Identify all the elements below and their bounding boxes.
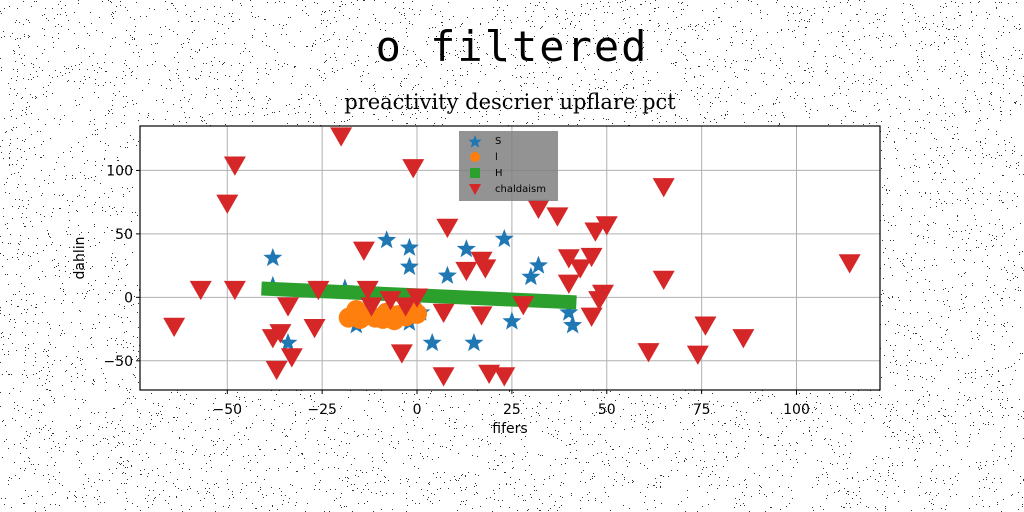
series-s-point [563,315,583,334]
legend-star-icon [468,135,482,148]
series-chaldaism-point [406,288,429,308]
series-s-point [559,302,579,321]
series-chaldaism-point [557,274,580,294]
legend-entry-h: H [465,166,503,180]
series-s-point [521,267,541,286]
legend-entry-l: l [465,150,498,164]
legend-triangle-down-icon [469,184,481,195]
series-chaldaism-point [390,344,413,364]
series-s-point [502,311,522,330]
y-tick-label: −50 [103,354,133,370]
x-tick-label: −50 [213,402,243,418]
series-chaldaism-point [432,303,455,324]
series-chaldaism-point [512,296,535,316]
x-tick-label: 100 [783,402,810,418]
series-s-point [377,230,397,249]
series-s-point [263,248,283,267]
plot-frame [139,125,881,391]
series-chaldaism-point [694,316,717,336]
series-s-point [494,229,514,248]
series-s-point [278,333,298,352]
figure-suptitle: o filtered [375,22,649,71]
series-chaldaism-point [356,280,379,301]
y-tick-label: 50 [115,227,133,243]
legend-entry-s: S [465,134,501,148]
series-chaldaism-point [216,194,239,214]
series-chaldaism-point [474,259,497,279]
series-chaldaism-point [455,261,478,282]
series-s-point [529,255,548,274]
legend-label-h: H [495,167,503,179]
series-chaldaism-point [223,156,246,176]
legend: S l H chaldaism [459,131,558,201]
series-s-point [437,265,457,284]
x-axis-label: fifers [492,421,527,437]
series-chaldaism-point [470,306,493,326]
series-chaldaism-point [277,297,299,317]
series-chaldaism-point [652,178,675,198]
series-chaldaism-point [584,222,607,242]
legend-circle-icon [470,152,480,162]
x-tick-label: 50 [598,402,616,418]
legend-square-icon [470,168,480,178]
y-tick-label: 0 [124,290,133,306]
legend-entry-chaldaism: chaldaism [465,182,546,196]
series-chaldaism-point [591,284,614,304]
series-chaldaism-point [189,280,212,301]
x-tick-label: −25 [307,402,337,418]
series-s-point [399,237,419,256]
series-s-point [464,333,484,352]
series-chaldaism-point [527,199,550,219]
y-axis-label: dahlin [72,237,88,280]
x-tick-label: 75 [693,402,711,418]
x-tick-label: 25 [503,402,521,418]
series-chaldaism-point [265,360,288,381]
series-chaldaism-point [307,280,330,301]
series-s-point [399,256,419,275]
series-chaldaism-point [360,297,383,317]
series-s-point [422,333,442,352]
series-chaldaism-point [223,280,246,301]
series-chaldaism-point [269,324,292,344]
series-chaldaism-point [436,218,459,238]
series-chaldaism-point [330,127,353,147]
chart-title: preactivity descrier upflare pct [344,90,676,114]
series-chaldaism-point [303,319,326,339]
series-chaldaism-point [352,241,375,261]
series-chaldaism-point [493,367,516,387]
series-chaldaism-point [637,343,660,363]
series-chaldaism-point [163,317,186,337]
series-chaldaism-point [557,249,580,269]
series-s-point [456,239,476,258]
legend-label-s: S [495,135,502,147]
series-chaldaism-point [652,270,675,291]
series-chaldaism-point [546,207,569,227]
series-chaldaism-point [402,159,425,179]
series-chaldaism-point [838,254,861,274]
series-chaldaism-point [580,307,603,327]
series-l-point [407,303,428,324]
series-chaldaism-point [686,345,709,365]
series-chaldaism-point [732,329,755,349]
legend-label-chaldaism: chaldaism [495,183,546,195]
legend-label-l: l [495,151,498,163]
y-tick-label: 100 [106,163,133,179]
series-chaldaism-point [595,216,618,236]
series-chaldaism-point [432,367,455,387]
series-chaldaism-point [379,291,402,311]
series-chaldaism-point [280,348,303,368]
series-l-point [380,306,401,327]
x-tick-label: 0 [413,402,422,418]
series-chaldaism-point [394,297,417,317]
series-chaldaism-point [580,247,603,268]
series-chaldaism-point [569,259,592,279]
